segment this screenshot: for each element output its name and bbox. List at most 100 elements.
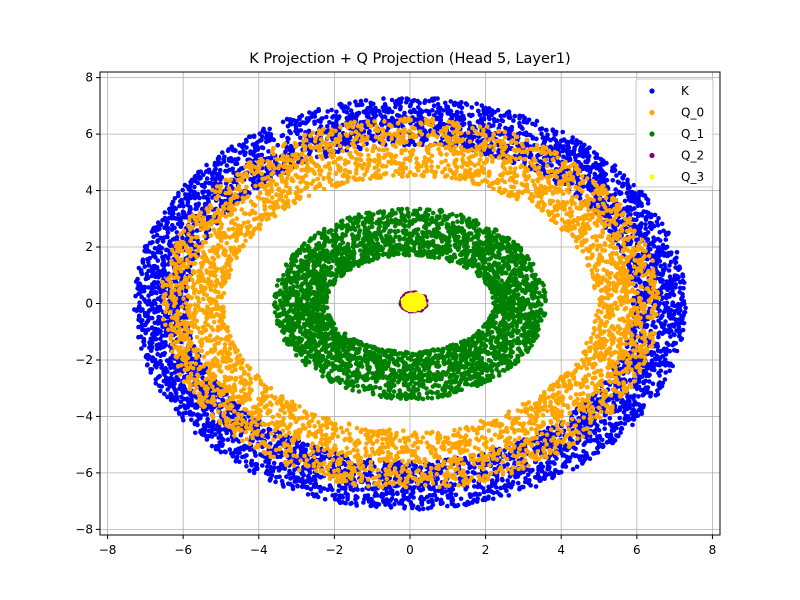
data-point	[157, 319, 162, 325]
data-point	[610, 178, 616, 183]
data-point	[187, 409, 193, 415]
data-point	[225, 437, 231, 443]
data-point	[637, 374, 642, 379]
data-point	[564, 454, 570, 460]
data-point	[438, 121, 444, 126]
data-point	[454, 109, 460, 115]
data-point	[636, 252, 641, 258]
data-point	[448, 99, 454, 104]
data-point	[595, 155, 600, 160]
data-point	[189, 394, 195, 399]
data-point	[679, 301, 684, 307]
data-point	[223, 428, 228, 433]
data-point	[273, 479, 278, 485]
data-point	[534, 118, 540, 124]
data-point	[667, 368, 672, 374]
data-point	[301, 447, 307, 452]
data-point	[423, 98, 428, 103]
data-point	[259, 145, 265, 150]
data-point	[138, 334, 144, 340]
data-point	[146, 268, 151, 274]
data-point	[658, 263, 664, 269]
data-point	[169, 397, 174, 403]
data-point	[467, 112, 472, 118]
data-point	[192, 189, 197, 195]
data-point	[528, 152, 534, 158]
data-point	[151, 225, 157, 231]
data-point	[299, 443, 304, 448]
data-point	[312, 484, 318, 490]
data-point	[431, 103, 437, 108]
data-point	[578, 162, 584, 167]
data-point	[192, 195, 198, 201]
data-point	[286, 481, 291, 487]
data-point	[618, 190, 624, 196]
data-point	[627, 377, 633, 383]
data-point	[150, 282, 156, 287]
data-point	[609, 424, 615, 429]
data-point	[620, 175, 625, 181]
data-point	[395, 113, 400, 118]
data-point	[672, 257, 678, 262]
data-point	[251, 176, 257, 181]
data-point	[625, 182, 631, 188]
data-point	[141, 286, 147, 291]
data-point	[677, 290, 683, 295]
data-point	[178, 199, 183, 204]
data-point	[668, 281, 673, 287]
data-point	[154, 265, 160, 270]
data-point	[251, 470, 257, 476]
data-point	[369, 135, 375, 140]
data-point	[683, 305, 688, 311]
data-point	[473, 491, 478, 497]
data-point	[168, 215, 174, 220]
data-point	[388, 498, 393, 503]
data-point	[407, 485, 413, 490]
data-point	[633, 224, 638, 230]
data-point	[257, 131, 263, 136]
data-point	[227, 447, 233, 452]
data-point	[549, 163, 554, 168]
data-point	[663, 370, 668, 375]
data-point	[142, 297, 147, 302]
data-point	[134, 308, 139, 314]
data-point	[157, 373, 162, 379]
data-point	[497, 122, 503, 128]
data-point	[559, 450, 564, 456]
data-point	[355, 495, 360, 500]
data-point	[634, 386, 640, 392]
data-point	[250, 142, 256, 147]
data-point	[570, 452, 576, 457]
data-point	[339, 486, 345, 491]
data-point	[454, 115, 460, 121]
data-point	[553, 129, 559, 135]
data-point	[206, 404, 212, 410]
data-point	[268, 466, 274, 472]
data-point	[547, 471, 552, 477]
data-point	[206, 199, 211, 204]
data-point	[154, 232, 160, 238]
data-point	[253, 453, 258, 458]
data-point	[155, 351, 160, 357]
data-point	[667, 274, 673, 280]
data-point	[212, 162, 218, 168]
data-point	[167, 362, 172, 367]
data-point	[645, 201, 651, 206]
data-point	[395, 491, 400, 497]
data-point	[573, 446, 578, 452]
data-point	[659, 221, 665, 227]
data-point	[366, 472, 371, 477]
data-point	[216, 159, 221, 165]
data-point	[534, 136, 539, 142]
data-point	[458, 496, 464, 502]
data-point	[345, 492, 350, 497]
data-point	[679, 336, 685, 342]
data-point	[310, 491, 315, 497]
data-point	[554, 456, 559, 461]
data-point	[420, 487, 426, 492]
data-point	[672, 273, 678, 278]
data-point	[617, 415, 622, 421]
data-point	[312, 119, 317, 125]
data-point	[671, 340, 677, 346]
data-point	[154, 346, 160, 352]
